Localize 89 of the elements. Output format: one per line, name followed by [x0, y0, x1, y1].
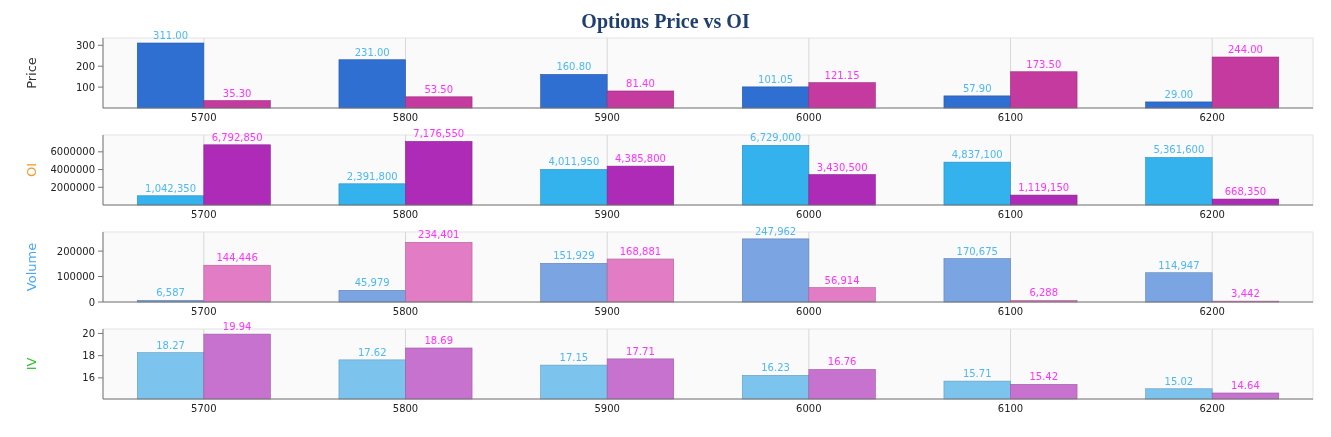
chart-title: Options Price vs OI	[581, 10, 750, 33]
y-tick-label: 16	[82, 372, 95, 384]
data-label: 168,881	[619, 246, 662, 258]
data-label: 3,430,500	[816, 161, 868, 173]
x-tick-label: 5800	[392, 209, 419, 220]
data-label: 114,947	[1158, 259, 1200, 271]
y-tick-label: 6000000	[50, 146, 95, 158]
data-label: 18.69	[424, 335, 454, 346]
y-tick-label: 200	[75, 60, 95, 72]
data-label: 151,929	[553, 250, 595, 262]
x-tick-label: 5900	[594, 306, 620, 317]
data-label: 15.02	[1164, 375, 1194, 387]
data-label: 17.62	[357, 346, 387, 358]
x-tick-label: 6000	[796, 209, 822, 220]
data-label: 234,401	[418, 229, 460, 241]
x-tick-label: 5900	[594, 209, 620, 220]
data-label: 6,587	[156, 287, 185, 299]
data-label: 7,176,550	[413, 128, 465, 140]
y-tick-label: 0	[88, 296, 95, 308]
y-tick-label: 20	[82, 327, 95, 339]
data-label: 244.00	[1227, 44, 1263, 56]
x-tick-label: 5700	[191, 209, 217, 220]
x-tick-label: 6200	[1199, 209, 1225, 220]
data-label: 160.80	[556, 61, 592, 73]
data-label: 144,446	[216, 252, 258, 264]
x-tick-label: 6200	[1199, 403, 1225, 414]
data-label: 15.71	[962, 368, 992, 380]
data-label: 4,011,950	[548, 156, 600, 168]
x-tick-label: 5800	[392, 306, 419, 317]
x-tick-label: 5900	[594, 403, 620, 414]
data-label: 57.90	[962, 82, 992, 94]
data-label: 35.30	[222, 87, 252, 99]
y-axis-title: Price	[24, 57, 39, 89]
data-label: 311.00	[153, 30, 189, 42]
data-label: 101.05	[758, 73, 794, 85]
data-label: 3,442	[1231, 288, 1260, 300]
y-tick-label: 200000	[56, 245, 95, 257]
data-label: 1,042,350	[145, 182, 197, 194]
x-tick-label: 6000	[796, 112, 822, 123]
data-label: 121.15	[824, 69, 860, 81]
y-tick-label: 4000000	[50, 164, 95, 176]
y-axis-title: OI	[24, 162, 39, 178]
data-label: 17.71	[626, 345, 655, 357]
x-tick-label: 5800	[392, 403, 419, 414]
data-label: 17.15	[559, 352, 589, 364]
data-label: 16.76	[827, 356, 857, 368]
data-label: 4,385,800	[614, 153, 666, 165]
x-tick-label: 6000	[796, 306, 822, 317]
data-label: 81.40	[626, 77, 655, 89]
data-label: 247,962	[754, 225, 797, 237]
data-label: 56,914	[824, 274, 860, 286]
x-tick-label: 6200	[1199, 112, 1225, 123]
x-tick-label: 6200	[1199, 306, 1225, 317]
x-tick-label: 6100	[997, 112, 1024, 123]
data-label: 1,119,150	[1018, 182, 1070, 194]
data-label: 15.42	[1029, 371, 1059, 383]
data-label: 18.27	[156, 339, 185, 351]
y-tick-label: 18	[82, 350, 95, 362]
data-label: 668,350	[1224, 186, 1267, 198]
data-label: 5,361,600	[1153, 144, 1205, 156]
y-tick-label: 300	[75, 39, 95, 51]
x-tick-label: 5700	[191, 403, 217, 414]
data-label: 6,729,000	[750, 132, 802, 144]
data-label: 45,979	[354, 277, 390, 289]
data-label: 29.00	[1164, 88, 1194, 100]
x-tick-label: 6000	[796, 403, 822, 414]
x-tick-label: 6100	[997, 403, 1024, 414]
y-tick-label: 100	[75, 81, 95, 93]
y-tick-label: 2000000	[50, 181, 95, 193]
data-label: 173.50	[1026, 58, 1062, 70]
y-axis-title: Volume	[24, 242, 39, 292]
x-tick-label: 5800	[392, 112, 419, 123]
x-tick-label: 5700	[191, 306, 217, 317]
x-tick-label: 5700	[191, 112, 217, 123]
data-label: 4,837,100	[951, 149, 1003, 161]
data-label: 6,288	[1029, 287, 1059, 299]
x-tick-label: 6100	[997, 306, 1024, 317]
x-tick-label: 6100	[997, 209, 1024, 220]
data-label: 14.64	[1231, 380, 1260, 391]
data-label: 16.23	[761, 362, 790, 374]
data-label: 231.00	[354, 46, 390, 58]
data-label: 6,792,850	[211, 131, 263, 143]
data-label: 170,675	[956, 245, 998, 257]
data-label: 53.50	[424, 83, 454, 95]
x-tick-label: 5900	[594, 112, 620, 123]
data-label: 19.94	[222, 321, 252, 333]
data-label: 2,391,800	[346, 170, 398, 182]
y-axis-title: IV	[24, 357, 39, 371]
y-tick-label: 100000	[56, 271, 95, 283]
